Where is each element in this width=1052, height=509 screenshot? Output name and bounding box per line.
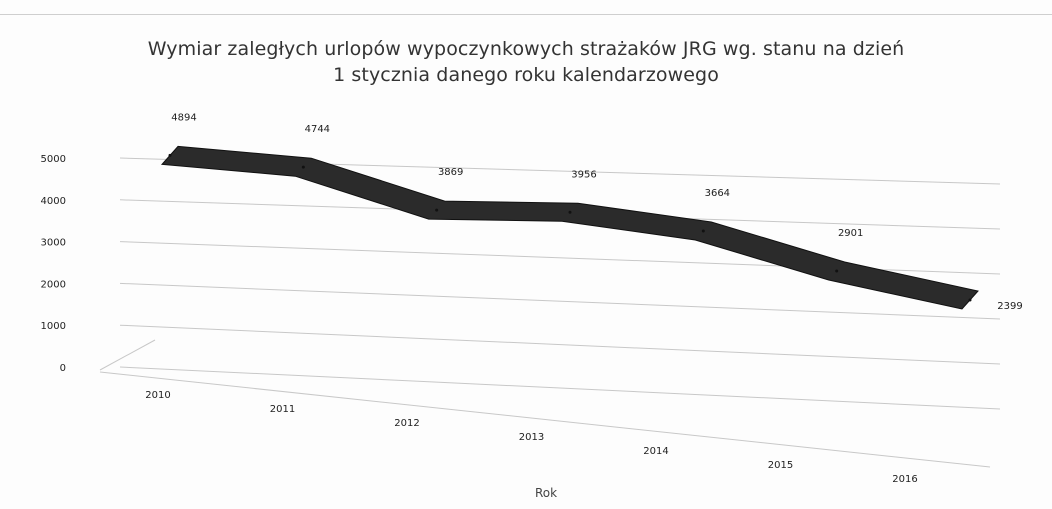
y-tick-label: 4000 bbox=[41, 196, 66, 207]
data-label: 3869 bbox=[438, 167, 463, 178]
x-axis-label: Rok bbox=[535, 486, 557, 500]
y-tick-label: 5000 bbox=[41, 154, 66, 165]
data-point bbox=[835, 269, 839, 273]
data-point bbox=[435, 208, 439, 212]
data-ribbon bbox=[160, 145, 979, 310]
data-point bbox=[168, 153, 172, 157]
chart-title-line-2: 1 stycznia danego roku kalendarzowego bbox=[333, 64, 719, 86]
x-tick-label: 2014 bbox=[643, 446, 668, 457]
data-point bbox=[968, 298, 972, 302]
y-tick-label: 3000 bbox=[41, 238, 66, 249]
x-tick-label: 2015 bbox=[768, 460, 793, 471]
data-point bbox=[301, 165, 305, 169]
x-tick-label: 2016 bbox=[892, 474, 917, 485]
data-label: 2399 bbox=[997, 301, 1022, 312]
data-label: 4744 bbox=[305, 124, 330, 135]
gridline-0 bbox=[119, 366, 1001, 410]
x-tick-label: 2010 bbox=[145, 390, 170, 401]
x-tick-label: 2011 bbox=[270, 404, 295, 415]
y-tick-label: 0 bbox=[60, 363, 66, 374]
data-label: 3664 bbox=[705, 188, 730, 199]
floor-edge-front bbox=[99, 371, 991, 468]
data-point bbox=[568, 210, 572, 214]
y-axis-ticks: 0 1000 2000 3000 4000 5000 bbox=[41, 154, 66, 374]
floor-edge-left bbox=[99, 339, 156, 371]
top-border-line bbox=[0, 14, 1052, 15]
data-labels: 4894 4744 3869 3956 3664 2901 2399 bbox=[171, 112, 1022, 312]
chart-title: Wymiar zaległych urlopów wypoczynkowych … bbox=[0, 36, 1052, 88]
gridline-1000 bbox=[119, 324, 1001, 365]
chart-title-line-1: Wymiar zaległych urlopów wypoczynkowych … bbox=[147, 38, 905, 60]
data-point bbox=[701, 229, 705, 233]
y-tick-label: 1000 bbox=[41, 321, 66, 332]
series-ribbon bbox=[160, 145, 979, 310]
gridline-2000 bbox=[119, 282, 1001, 320]
data-label: 2901 bbox=[838, 228, 863, 239]
data-label: 3956 bbox=[571, 169, 596, 180]
y-tick-label: 2000 bbox=[41, 279, 66, 290]
x-tick-label: 2012 bbox=[394, 418, 419, 429]
x-tick-label: 2013 bbox=[519, 432, 544, 443]
x-axis-ticks: 2010 2011 2012 2013 2014 2015 2016 bbox=[145, 390, 917, 485]
data-label: 4894 bbox=[171, 112, 196, 123]
